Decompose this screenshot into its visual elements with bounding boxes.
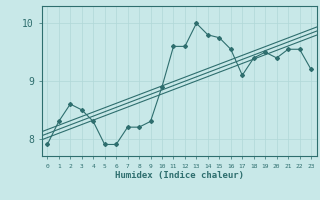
X-axis label: Humidex (Indice chaleur): Humidex (Indice chaleur) — [115, 171, 244, 180]
